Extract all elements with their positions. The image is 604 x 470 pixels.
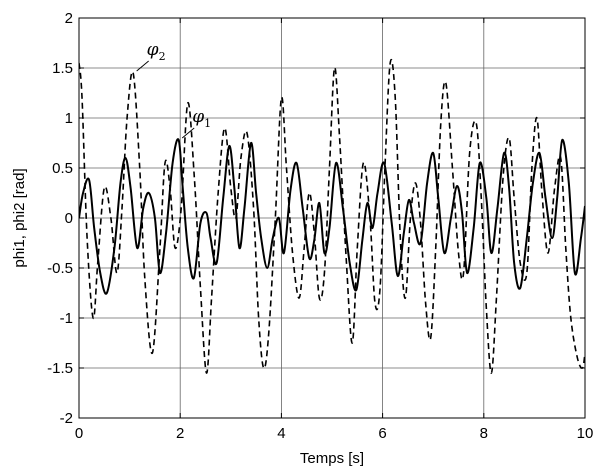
y-tick-label: 2 <box>65 10 73 27</box>
x-tick-label: 8 <box>480 425 488 442</box>
annotations: φ2 φ1 <box>136 40 211 139</box>
x-tick-label: 2 <box>176 425 184 442</box>
y-axis-label: phi1, phi2 [rad] <box>11 168 28 267</box>
y-tick-labels: -2 -1.5 -1 -0.5 0 0.5 1 1.5 2 <box>47 10 73 427</box>
y-tick-label: -2 <box>60 410 73 427</box>
x-tick-label: 4 <box>277 425 285 442</box>
annotation-label-phi1: φ1 <box>192 107 211 130</box>
y-tick-label: 0.5 <box>52 160 73 177</box>
y-tick-label: -1 <box>60 310 73 327</box>
annotation-leader-phi2 <box>136 60 149 72</box>
x-tick-label: 0 <box>75 425 83 442</box>
x-tick-label: 6 <box>378 425 386 442</box>
y-tick-label: -0.5 <box>47 260 73 277</box>
x-tick-labels: 0 2 4 6 8 10 <box>75 425 594 442</box>
series-line-phi2 <box>79 58 585 374</box>
plot-frame <box>78 17 586 419</box>
series-line-phi1 <box>79 138 585 295</box>
series-layer <box>79 58 585 374</box>
y-tick-label: 1.5 <box>52 60 73 77</box>
x-tick-label: 10 <box>577 425 594 442</box>
y-tick-label: 1 <box>65 110 73 127</box>
y-tick-label: -1.5 <box>47 360 73 377</box>
annotation-leader-phi1 <box>181 127 195 139</box>
y-tick-label: 0 <box>65 210 73 227</box>
x-axis-label: Temps [s] <box>300 450 364 467</box>
annotation-label-phi2: φ2 <box>147 40 166 63</box>
